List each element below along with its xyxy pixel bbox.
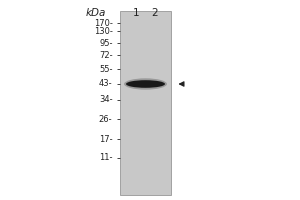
Ellipse shape — [124, 78, 167, 90]
Text: 130-: 130- — [94, 26, 112, 36]
Text: 43-: 43- — [99, 79, 112, 88]
Text: 1: 1 — [133, 8, 140, 18]
Ellipse shape — [126, 80, 165, 88]
Text: 72-: 72- — [99, 50, 112, 60]
Text: 170-: 170- — [94, 19, 112, 27]
Text: 95-: 95- — [99, 38, 112, 47]
Text: 11-: 11- — [99, 154, 112, 162]
Text: 17-: 17- — [99, 134, 112, 144]
Text: 55-: 55- — [99, 64, 112, 73]
Text: 26-: 26- — [99, 114, 112, 123]
Text: 2: 2 — [151, 8, 158, 18]
Text: 34-: 34- — [99, 96, 112, 104]
Text: kDa: kDa — [86, 8, 106, 18]
